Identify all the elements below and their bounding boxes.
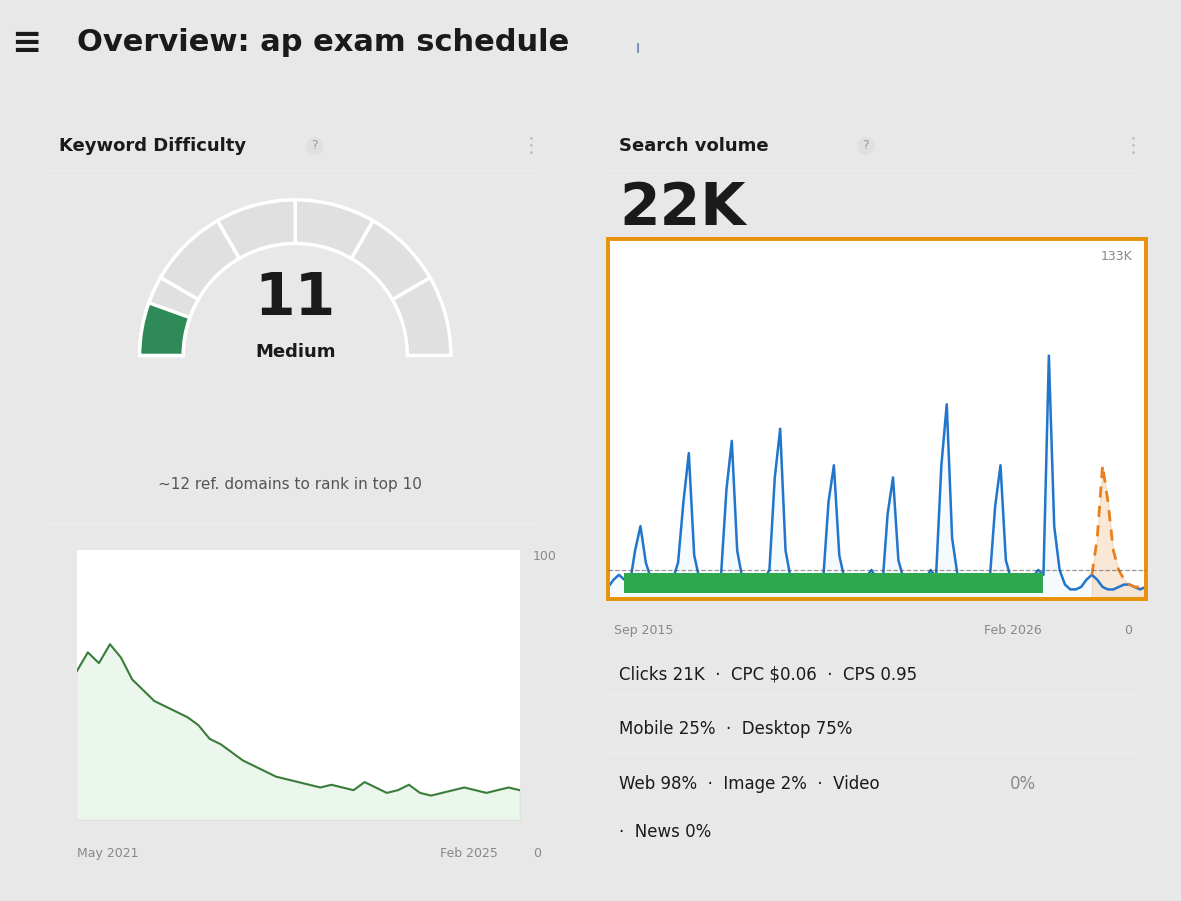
Text: 133K: 133K <box>1101 250 1133 262</box>
Text: ⋮: ⋮ <box>1123 136 1143 156</box>
Text: +3%: +3% <box>709 249 748 264</box>
Text: -5%: -5% <box>894 249 926 264</box>
Text: ·  News 0%: · News 0% <box>619 823 712 841</box>
Text: ~12 ref. domains to rank in top 10: ~12 ref. domains to rank in top 10 <box>158 478 422 492</box>
Text: ·: · <box>761 249 776 264</box>
Text: May 2021: May 2021 <box>77 847 138 860</box>
Text: 11: 11 <box>255 270 335 327</box>
Text: Keyword Difficulty: Keyword Difficulty <box>59 137 246 155</box>
Text: ?: ? <box>312 140 318 152</box>
Text: Overview: ap exam schedule: Overview: ap exam schedule <box>77 28 569 58</box>
Text: 100: 100 <box>533 550 556 562</box>
Text: 0: 0 <box>1124 624 1133 637</box>
Wedge shape <box>161 221 240 299</box>
Text: Feb 2025: Feb 2025 <box>439 847 498 860</box>
Text: Search volume: Search volume <box>619 137 769 155</box>
Text: 22K: 22K <box>619 180 746 238</box>
Wedge shape <box>139 303 190 356</box>
Text: ?: ? <box>862 140 869 152</box>
Wedge shape <box>392 278 451 356</box>
Text: Mobile 25%  ·  Desktop 75%: Mobile 25% · Desktop 75% <box>619 720 853 738</box>
Bar <box>624 573 1043 593</box>
Text: Sep 2015: Sep 2015 <box>614 624 673 637</box>
Wedge shape <box>139 278 198 356</box>
Text: Feb 2026: Feb 2026 <box>984 624 1042 637</box>
Text: Growth: Growth <box>619 249 679 264</box>
Text: Clicks 21K  ·  CPC $0.06  ·  CPS 0.95: Clicks 21K · CPC $0.06 · CPS 0.95 <box>619 665 918 683</box>
Text: 0%: 0% <box>1010 776 1036 794</box>
Text: Medium: Medium <box>255 343 335 361</box>
Text: ≡: ≡ <box>11 26 41 59</box>
Wedge shape <box>217 200 295 259</box>
Wedge shape <box>295 200 373 259</box>
Wedge shape <box>351 221 430 299</box>
Text: I: I <box>635 42 640 56</box>
Text: 0: 0 <box>533 847 541 860</box>
Text: Forecast: Forecast <box>784 249 854 264</box>
Text: ⋮: ⋮ <box>521 136 542 156</box>
Text: Web 98%  ·  Image 2%  ·  Video: Web 98% · Image 2% · Video <box>619 776 886 794</box>
